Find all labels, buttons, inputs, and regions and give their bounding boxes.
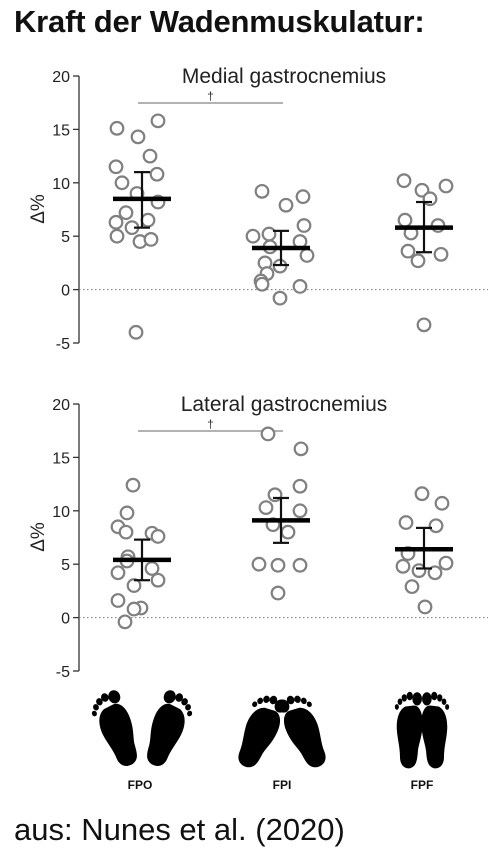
significance-symbol: † (207, 89, 214, 103)
data-point (292, 278, 308, 294)
data-point (417, 599, 433, 615)
data-point (410, 253, 426, 269)
data-point (119, 505, 135, 521)
data-point (109, 120, 125, 136)
data-point (144, 561, 160, 576)
data-point (427, 565, 443, 581)
data-point (254, 183, 270, 199)
data-point (125, 477, 141, 493)
chart-lateral-gastrocnemius: -5 0 5 10 15 20 Δ% Lateral gastrocnemius† (28, 393, 488, 681)
data-point (396, 173, 412, 189)
data-point (130, 129, 146, 145)
data-point (404, 579, 420, 595)
data-point (292, 478, 308, 494)
foot-label-fpf: FPF (411, 778, 434, 792)
significance-symbol: † (207, 417, 214, 431)
data-point (270, 585, 286, 601)
series-fpo (108, 113, 171, 340)
y-tick-label: 20 (52, 69, 70, 86)
data-point (254, 276, 270, 292)
foot-label-fpi: FPI (273, 778, 292, 792)
data-point (150, 529, 166, 544)
data-point (296, 218, 312, 233)
data-point (260, 426, 276, 442)
data-point (117, 614, 133, 630)
data-point (438, 178, 454, 194)
series-fpi (251, 426, 310, 601)
data-point (416, 317, 432, 333)
chart-title: Medial gastrocnemius (182, 65, 386, 88)
y-tick-label: 15 (52, 122, 70, 139)
data-point (251, 556, 267, 572)
y-tick-label: 10 (52, 504, 70, 521)
data-point (110, 593, 126, 608)
y-tick-label: 20 (52, 397, 70, 414)
data-point (150, 572, 166, 588)
data-point (128, 324, 144, 340)
data-point (400, 243, 416, 259)
data-point (272, 290, 288, 306)
data-point (398, 515, 414, 530)
series-fpf (395, 173, 454, 333)
data-point (245, 228, 261, 244)
data-point (118, 524, 134, 540)
y-tick-label: -5 (56, 336, 70, 353)
y-tick-label: 0 (61, 283, 70, 300)
data-point (280, 524, 296, 540)
data-point (142, 148, 158, 164)
data-point (150, 113, 166, 129)
data-point (293, 441, 309, 457)
y-axis-label: Δ% (28, 194, 49, 224)
chart-title: Lateral gastrocnemius (181, 393, 388, 416)
data-point (109, 228, 125, 244)
data-point (438, 555, 454, 571)
page-heading: Kraft der Wadenmuskulatur: (14, 4, 425, 39)
data-point (295, 189, 311, 205)
data-point (395, 558, 411, 574)
data-point (149, 166, 165, 182)
chart-medial-gastrocnemius: -5 0 5 10 15 20 Δ% Medial gastrocnemius† (28, 65, 488, 353)
data-point (258, 500, 274, 515)
y-tick-label: 5 (61, 229, 70, 246)
data-point (270, 557, 286, 573)
y-tick-label: 5 (61, 557, 70, 574)
data-point (434, 495, 450, 511)
y-tick-label: -5 (56, 664, 70, 681)
series-fpf (395, 486, 454, 615)
data-point (118, 205, 134, 221)
data-point (292, 503, 308, 519)
y-tick-label: 0 (61, 611, 70, 628)
data-point (110, 565, 126, 581)
feet-legend: FPO FPI FPF (0, 690, 450, 792)
feet-pointing-in-icon (229, 690, 335, 773)
data-point (278, 197, 294, 213)
feet-pointing-forward-icon (395, 691, 450, 769)
data-point (414, 486, 430, 502)
data-point (108, 214, 124, 230)
series-fpi (245, 183, 315, 306)
feet-pointing-out-icon (86, 690, 198, 772)
data-point (267, 487, 283, 503)
y-axis-label: Δ% (28, 522, 49, 552)
data-point (292, 557, 308, 573)
data-point (428, 518, 444, 534)
y-tick-label: 10 (52, 176, 70, 193)
source-citation: aus: Nunes et al. (2020) (14, 812, 345, 847)
data-point (108, 159, 124, 175)
y-tick-label: 15 (52, 450, 70, 467)
data-point (126, 601, 142, 617)
foot-label-fpo: FPO (128, 778, 153, 792)
series-fpo (110, 477, 171, 630)
data-point (143, 232, 159, 247)
data-point (433, 246, 449, 262)
data-point (114, 175, 130, 191)
